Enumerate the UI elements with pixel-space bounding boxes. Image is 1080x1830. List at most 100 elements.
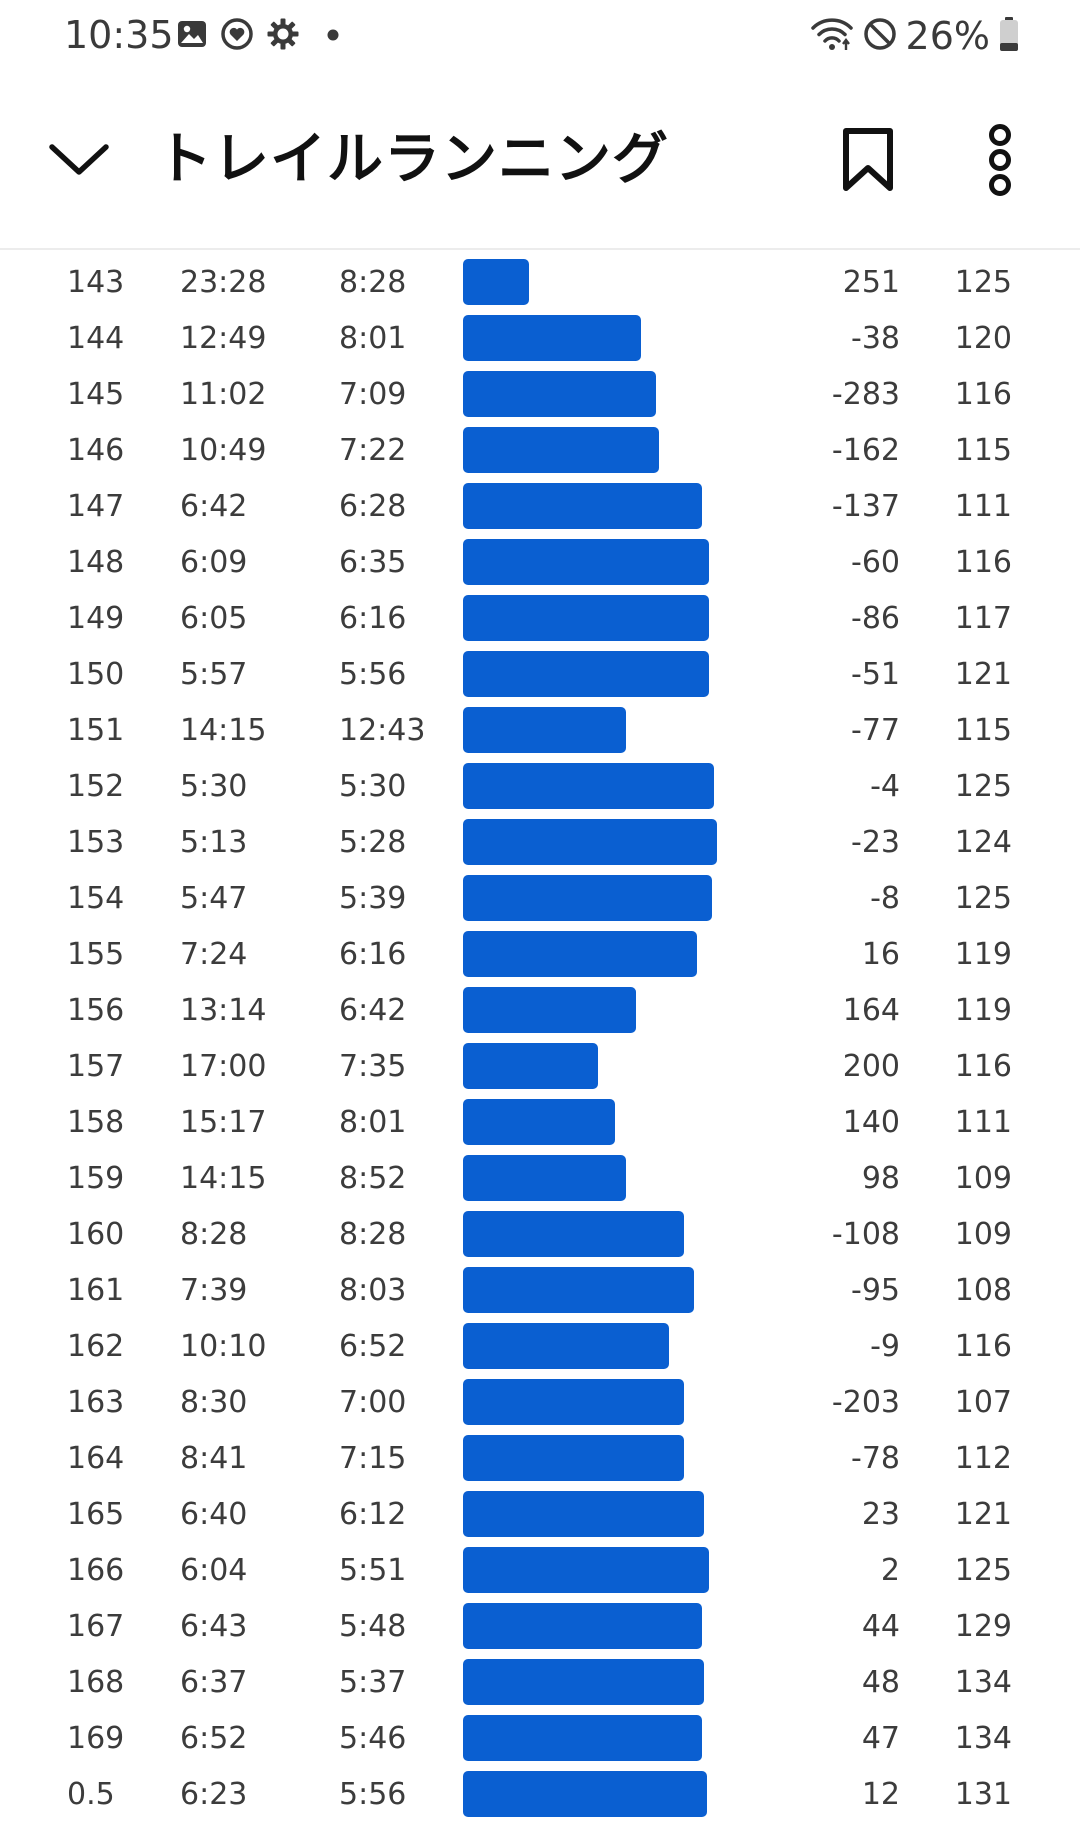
lap-heart-rate: 108	[954, 1273, 1012, 1308]
lap-heart-rate: 116	[954, 377, 1012, 412]
pace-bar-track	[463, 259, 763, 305]
lap-elevation: -78	[851, 1441, 900, 1476]
table-row: 147 6:42 6:28 -137 111	[0, 479, 1080, 535]
more-options-button[interactable]	[974, 120, 1026, 200]
pace-bar	[463, 707, 626, 753]
pace-bar-track	[463, 651, 763, 697]
table-row: 0.5 6:23 5:56 12 131	[0, 1767, 1080, 1823]
lap-number: 148	[67, 545, 125, 580]
lap-elevation: -60	[851, 545, 900, 580]
table-row: 152 5:30 5:30 -4 125	[0, 759, 1080, 815]
lap-time: 10:10	[180, 1329, 267, 1364]
lap-heart-rate: 109	[954, 1217, 1012, 1252]
lap-heart-rate: 119	[954, 993, 1012, 1028]
lap-number: 169	[67, 1721, 125, 1756]
lap-pace: 6:16	[339, 601, 407, 636]
dot-icon	[326, 27, 340, 46]
lap-pace: 7:22	[339, 433, 407, 468]
lap-number: 0.5	[67, 1777, 115, 1812]
lap-time: 15:17	[180, 1105, 267, 1140]
lap-time: 7:39	[180, 1273, 248, 1308]
settings-icon	[266, 17, 300, 55]
lap-heart-rate: 125	[954, 1553, 1012, 1588]
lap-time: 6:05	[180, 601, 248, 636]
lap-heart-rate: 119	[954, 937, 1012, 972]
pace-bar	[463, 651, 709, 697]
pace-bar-track	[463, 987, 763, 1033]
lap-elevation: -8	[870, 881, 900, 916]
lap-number: 161	[67, 1273, 125, 1308]
lap-heart-rate: 121	[954, 657, 1012, 692]
lap-number: 152	[67, 769, 125, 804]
pace-bar-track	[463, 595, 763, 641]
laps-table: 143 23:28 8:28 251 125 144 12:49 8:01 -38 120 145 1…	[0, 255, 1080, 1823]
lap-elevation: -23	[851, 825, 900, 860]
pace-bar-track	[463, 1715, 763, 1761]
pace-bar-track	[463, 371, 763, 417]
lap-time: 6:43	[180, 1609, 248, 1644]
lap-elevation: -51	[851, 657, 900, 692]
pace-bar-track	[463, 1043, 763, 1089]
do-not-disturb-icon	[862, 16, 898, 56]
lap-elevation: -4	[870, 769, 900, 804]
pace-bar	[463, 1099, 615, 1145]
pace-bar-track	[463, 1547, 763, 1593]
lap-elevation: -108	[831, 1217, 900, 1252]
lap-elevation: 47	[861, 1721, 900, 1756]
lap-time: 5:13	[180, 825, 248, 860]
pace-bar	[463, 427, 659, 473]
lap-elevation: 200	[842, 1049, 900, 1084]
table-row: 146 10:49 7:22 -162 115	[0, 423, 1080, 479]
lap-elevation: -86	[851, 601, 900, 636]
laps-list: 143 23:28 8:28 251 125 144 12:49 8:01 -38 120 145 1…	[0, 255, 1080, 1823]
lap-elevation: 12	[861, 1777, 900, 1812]
table-row: 160 8:28 8:28 -108 109	[0, 1207, 1080, 1263]
lap-pace: 5:30	[339, 769, 407, 804]
lap-number: 157	[67, 1049, 125, 1084]
lap-pace: 6:28	[339, 489, 407, 524]
status-time: 10:35	[64, 13, 174, 57]
pace-bar-track	[463, 483, 763, 529]
pace-bar-track	[463, 1211, 763, 1257]
lap-elevation: -38	[851, 321, 900, 356]
lap-number: 156	[67, 993, 125, 1028]
lap-elevation: -95	[851, 1273, 900, 1308]
table-row: 154 5:47 5:39 -8 125	[0, 871, 1080, 927]
lap-number: 146	[67, 433, 125, 468]
lap-pace: 5:51	[339, 1553, 407, 1588]
lap-heart-rate: 134	[954, 1665, 1012, 1700]
table-row: 161 7:39 8:03 -95 108	[0, 1263, 1080, 1319]
status-system-icons: 26%	[810, 12, 1020, 60]
lap-number: 151	[67, 713, 125, 748]
lap-heart-rate: 107	[954, 1385, 1012, 1420]
lap-time: 6:40	[180, 1497, 248, 1532]
lap-time: 10:49	[180, 433, 267, 468]
wifi-icon	[810, 16, 854, 56]
table-row: 156 13:14 6:42 164 119	[0, 983, 1080, 1039]
status-notification-icons	[176, 16, 340, 56]
lap-pace: 7:00	[339, 1385, 407, 1420]
bookmark-button[interactable]	[836, 124, 900, 196]
lap-number: 159	[67, 1161, 125, 1196]
lap-pace: 5:39	[339, 881, 407, 916]
lap-number: 154	[67, 881, 125, 916]
lap-heart-rate: 120	[954, 321, 1012, 356]
lap-elevation: 140	[842, 1105, 900, 1140]
lap-heart-rate: 117	[954, 601, 1012, 636]
table-row: 168 6:37 5:37 48 134	[0, 1655, 1080, 1711]
lap-heart-rate: 116	[954, 1329, 1012, 1364]
collapse-button[interactable]	[46, 134, 112, 184]
lap-elevation: 48	[861, 1665, 900, 1700]
lap-time: 6:37	[180, 1665, 248, 1700]
lap-heart-rate: 116	[954, 1049, 1012, 1084]
lap-time: 5:57	[180, 657, 248, 692]
lap-pace: 8:01	[339, 321, 407, 356]
lap-pace: 5:37	[339, 1665, 407, 1700]
lap-pace: 6:35	[339, 545, 407, 580]
pace-bar-track	[463, 763, 763, 809]
lap-number: 144	[67, 321, 125, 356]
more-vertical-icon	[989, 124, 1011, 196]
pace-bar	[463, 931, 697, 977]
table-row: 169 6:52 5:46 47 134	[0, 1711, 1080, 1767]
pace-bar-track	[463, 1379, 763, 1425]
